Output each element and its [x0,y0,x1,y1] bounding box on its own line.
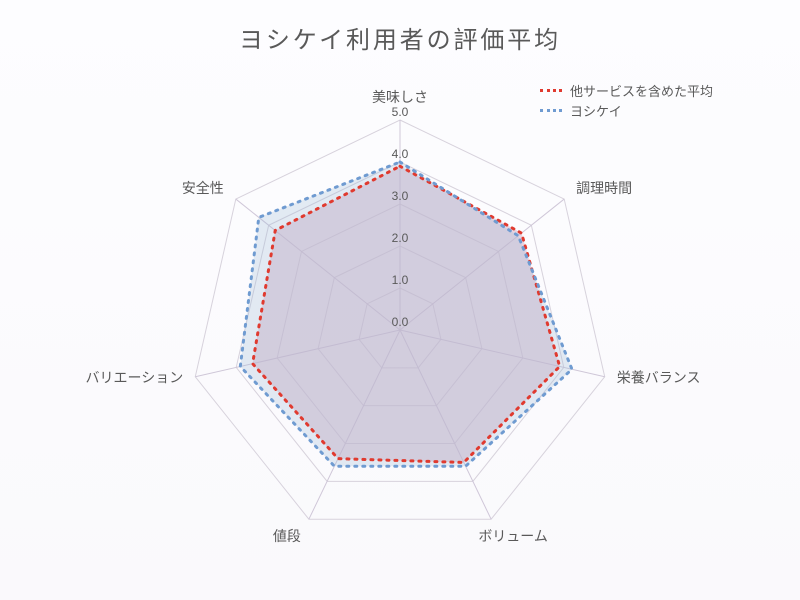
tick-label: 0.0 [392,315,409,329]
legend-swatch [540,109,562,112]
radar-chart-container: ヨシケイ利用者の評価平均 0.01.02.03.04.05.0美味しさ調理時間栄… [0,0,800,600]
tick-label: 3.0 [392,189,409,203]
axis-label: 値段 [273,528,301,544]
axis-label: ボリューム [478,528,548,544]
legend-item: ヨシケイ [540,100,713,120]
axis-label: 栄養バランス [617,370,701,386]
legend-label: ヨシケイ [570,101,622,120]
tick-label: 2.0 [392,231,409,245]
tick-label: 1.0 [392,273,409,287]
legend-item: 他サービスを含めた平均 [540,80,713,100]
tick-label: 5.0 [392,105,409,119]
legend-swatch [540,89,562,92]
axis-label: 調理時間 [576,180,632,196]
tick-label: 4.0 [392,147,409,161]
axis-label: バリエーション [86,370,184,386]
legend-label: 他サービスを含めた平均 [570,81,713,100]
axis-label: 美味しさ [372,89,428,105]
axis-label: 安全性 [182,180,224,196]
chart-legend: 他サービスを含めた平均ヨシケイ [540,80,713,120]
